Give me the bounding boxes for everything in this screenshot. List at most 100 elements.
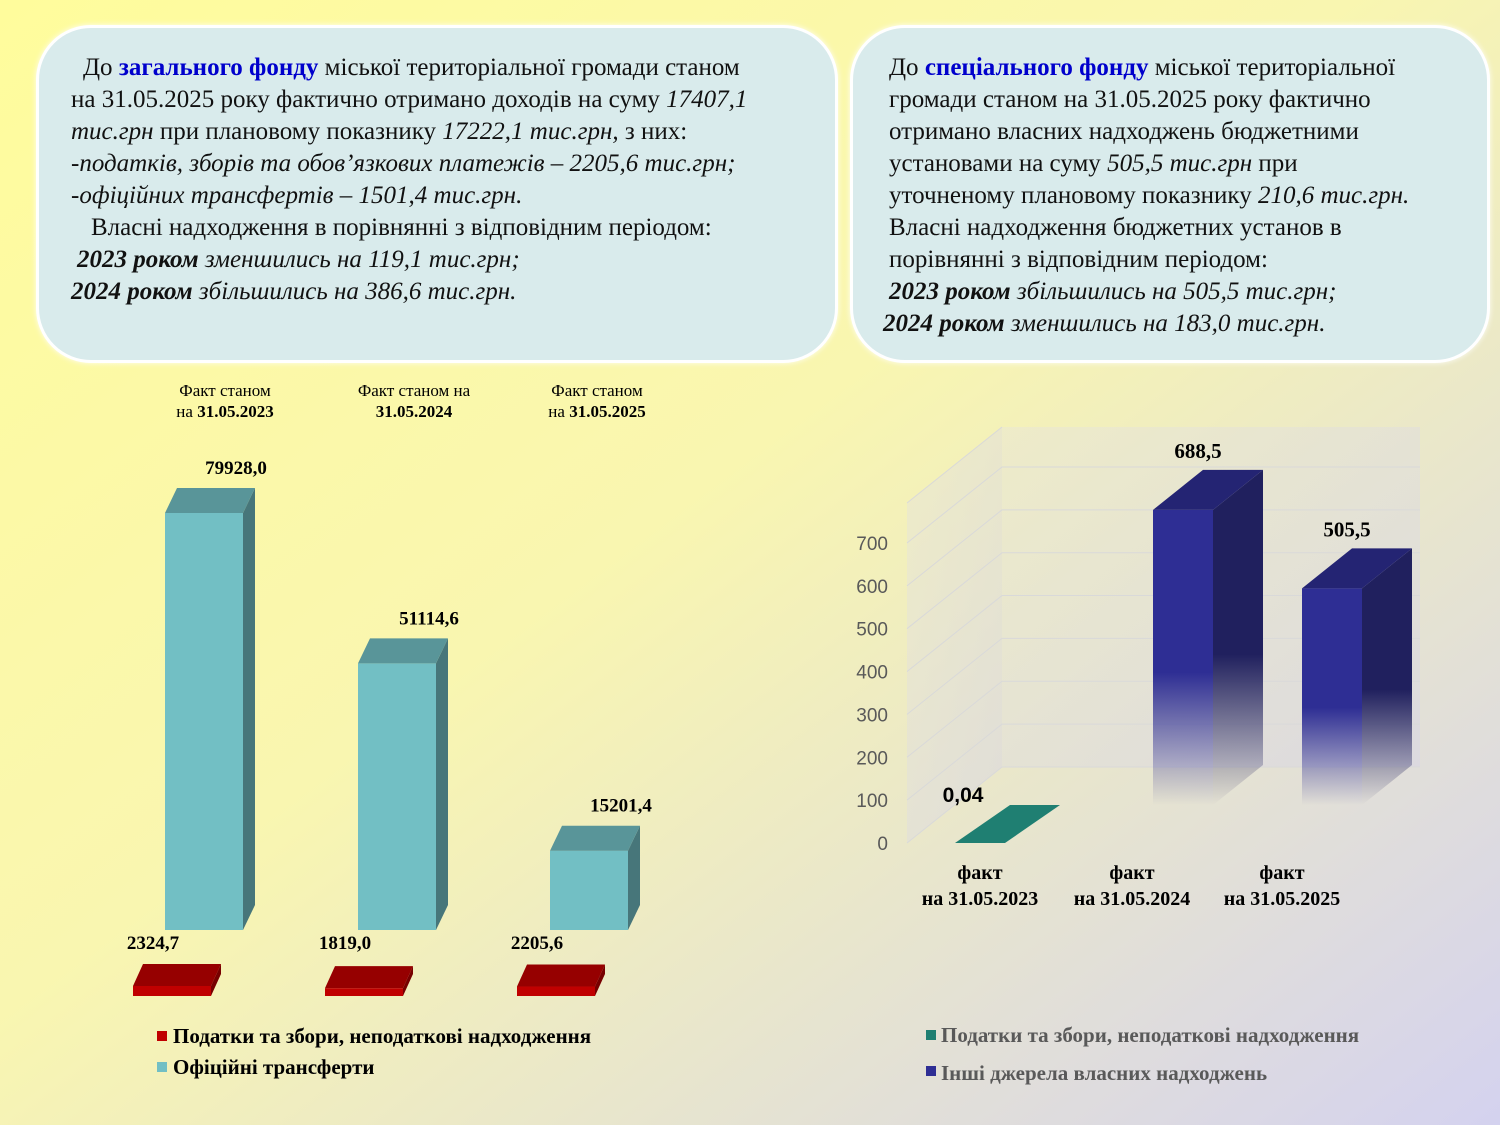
unit: тис.грн: [71, 118, 154, 145]
legend-swatch-transfers: [157, 1062, 167, 1072]
special-fund-highlight: спеціального фонду: [924, 54, 1149, 81]
category-header-line2: 31.05.2024: [376, 402, 453, 421]
bar-top: [133, 964, 221, 986]
bar-top: [358, 638, 448, 664]
bar-top: [517, 964, 605, 987]
text: порівнянні з відповідним періодом:: [889, 246, 1268, 273]
bar-front: [517, 986, 595, 996]
data-label-taxes: 2324,7: [127, 933, 180, 954]
plan-amount: 17222,1 тис.грн,: [442, 118, 619, 145]
data-label-taxes: 0,04: [943, 784, 984, 807]
bar-side: [595, 964, 605, 996]
legend-swatch-other-sources: [926, 1066, 936, 1076]
category-header-line1: Факт станом на: [358, 381, 471, 400]
category-header-line1: Факт станом: [179, 381, 271, 400]
text: з них:: [618, 118, 688, 145]
text: громади станом на 31.05.2025 року фактич…: [889, 86, 1371, 113]
special-fund-panel: До спеціального фонду міської територіал…: [850, 25, 1490, 363]
gridline: [906, 637, 1420, 715]
bar-front: [133, 986, 211, 996]
bar-front: [358, 663, 436, 930]
bar-transfers: [550, 825, 640, 930]
legend-label-taxes: Податки та збори, неподаткові надходженн…: [941, 1023, 1359, 1047]
plan-amount: 210,6 тис.грн.: [1257, 182, 1410, 209]
y-tick-label: 300: [856, 705, 888, 726]
gridline: [906, 509, 1420, 587]
change-2023: зменшились на 119,1 тис.грн;: [198, 246, 520, 273]
data-label-other-sources: 688,5: [1174, 439, 1221, 463]
bar-front: [1153, 509, 1213, 805]
x-tick-label-line1: факт: [1109, 862, 1154, 884]
year-2023: 2023 роком: [889, 278, 1011, 305]
y-tick-label: 100: [856, 791, 888, 812]
text: міської територіальної громади станом: [318, 54, 740, 81]
bar-front: [1302, 588, 1362, 805]
bar-transfers: [165, 488, 255, 930]
transfers-line: -офіційних трансфертів – 1501,4 тис.грн.: [71, 182, 523, 209]
legend-swatch-taxes: [157, 1031, 167, 1041]
text: Власні надходження бюджетних установ в: [889, 214, 1342, 241]
legend-label-other-sources: Інші джерела власних надходжень: [941, 1061, 1267, 1085]
amount: 17407,1: [666, 86, 748, 113]
text: міської територіальної: [1148, 54, 1396, 81]
bar-other-sources: [1302, 548, 1412, 805]
bar-other-sources: [1153, 469, 1263, 805]
bar-top: [1302, 548, 1412, 589]
bar-front: [325, 988, 403, 996]
year-2024: 2024 роком: [71, 278, 193, 305]
amount: 505,5 тис.грн: [1107, 150, 1253, 177]
x-tick-label-line1: факт: [1259, 862, 1304, 884]
text: на 31.05.2025 року фактично отримано дох…: [71, 86, 667, 113]
text: установами на суму: [889, 150, 1108, 177]
legend-swatch-taxes: [926, 1030, 936, 1040]
bar-side: [1213, 469, 1263, 805]
bar-side: [403, 966, 413, 996]
x-tick-label-line2: на 31.05.2025: [1224, 888, 1341, 910]
change-2023: збільшились на 505,5 тис.грн;: [1010, 278, 1337, 305]
x-tick-label-line2: на 31.05.2023: [922, 888, 1039, 910]
taxes-line: -податків, зборів та обов’язкових платеж…: [71, 150, 736, 177]
data-label-transfers: 51114,6: [399, 608, 459, 629]
y-tick-label: 400: [856, 663, 888, 684]
bar-side: [1362, 548, 1412, 805]
data-label-transfers: 15201,4: [590, 796, 652, 817]
data-label-transfers: 79928,0: [205, 458, 267, 479]
bar-side: [243, 488, 255, 930]
change-2024: збільшились на 386,6 тис.грн.: [192, 278, 517, 305]
bar-top: [325, 966, 413, 989]
bar-taxes: [325, 966, 413, 996]
legend-label-taxes: Податки та збори, неподаткові надходженн…: [173, 1024, 591, 1048]
gridline: [906, 680, 1420, 758]
comparison-heading: Власні надходження в порівнянні з відпов…: [91, 214, 712, 241]
x-tick-label-line2: на 31.05.2024: [1074, 888, 1191, 910]
category-header-line2: на 31.05.2023: [176, 402, 273, 421]
bar-front: [165, 513, 243, 930]
general-fund-panel: До загального фонду міської територіальн…: [36, 25, 838, 363]
text: До: [889, 54, 925, 81]
y-tick-label: 200: [856, 748, 888, 769]
data-label-other-sources: 505,5: [1323, 517, 1370, 541]
gridline: [906, 766, 1420, 844]
y-tick-label: 700: [856, 534, 888, 555]
x-tick-label-line1: факт: [957, 862, 1002, 884]
text: при плановому показнику: [153, 118, 443, 145]
bar-taxes: [133, 964, 221, 996]
bar-top: [1153, 469, 1263, 510]
gridline: [906, 466, 1420, 544]
bar-side: [211, 964, 221, 996]
bar-transfers: [358, 638, 448, 930]
bar-side: [436, 638, 448, 930]
y-tick-label: 500: [856, 620, 888, 641]
bar-taxes: [955, 804, 1060, 843]
bar-top: [165, 488, 255, 513]
legend-label-transfers: Офіційні трансферти: [173, 1055, 374, 1079]
change-2024: зменшились на 183,0 тис.грн.: [1004, 310, 1326, 337]
y-tick-label: 0: [877, 834, 888, 855]
gridline: [906, 595, 1420, 672]
side-wall: [907, 426, 1002, 843]
gridline: [906, 426, 1003, 504]
bar-taxes: [517, 964, 605, 996]
bar-side: [628, 825, 640, 930]
y-tick-label: 600: [856, 577, 888, 598]
